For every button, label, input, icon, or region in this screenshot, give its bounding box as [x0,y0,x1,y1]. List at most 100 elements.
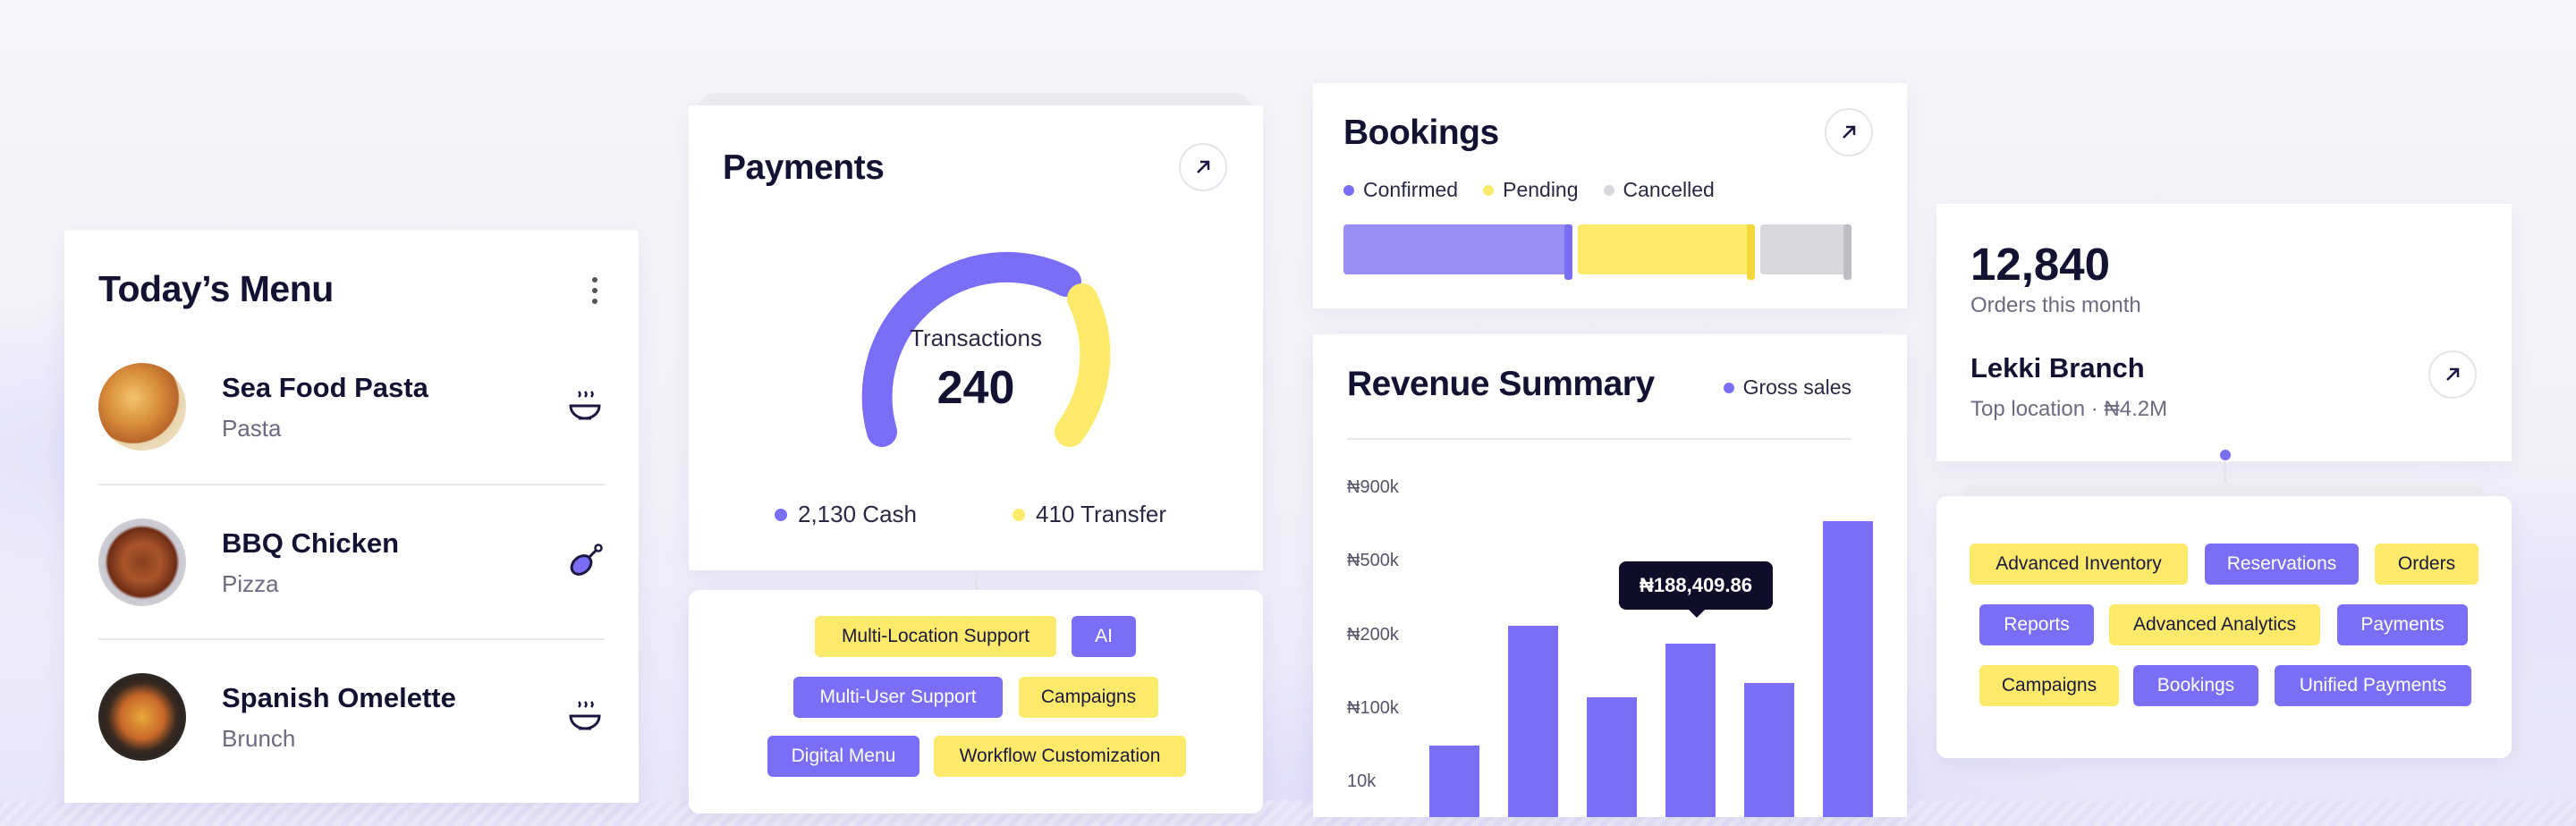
divider [98,638,605,640]
legend-label: Confirmed [1363,178,1459,201]
legend-label: 2,130 Cash [798,501,917,527]
sea-food-pasta-image [98,363,186,451]
y-tick-label: ₦100k [1347,698,1399,718]
y-tick-label: ₦900k [1347,477,1399,497]
connector-line [975,570,978,590]
legend-cash: 2,130 Cash [775,501,917,528]
bookings-card: Bookings Confirmed Pending Cancelled [1313,83,1907,308]
legend-cancelled: Cancelled [1603,178,1715,202]
menu-item-spanish-omelette[interactable]: Spanish Omelette Brunch [98,639,605,794]
chip-digital-menu[interactable]: Digital Menu [767,736,919,777]
menu-item-category: Pasta [222,415,282,442]
arrow-up-right-icon [2446,367,2460,381]
gauge-cash-arc [861,251,1081,447]
bookings-open-button[interactable] [1825,108,1873,156]
legend-dot [1343,184,1354,196]
features-right-card: Advanced Inventory Reservations Orders R… [1936,496,2512,758]
gauge-label: Transactions [910,324,1042,351]
branch-name: Lekki Branch [1970,352,2145,384]
orders-label: Orders this month [1970,293,2141,317]
chip-reports[interactable]: Reports [1979,604,2094,645]
y-tick-label: ₦500k [1347,551,1399,570]
legend-dot [1603,184,1614,196]
gauge-value: 240 [936,362,1015,414]
legend-dot [1013,508,1025,521]
bar-handle [1564,224,1572,280]
chip-bookings[interactable]: Bookings [2133,665,2258,706]
revenue-bar[interactable] [1508,626,1558,817]
legend-dot [1723,382,1734,393]
revenue-legend: Gross sales [1723,375,1852,400]
tooltip-pointer [1687,608,1707,618]
legend-label: Cancelled [1623,178,1715,201]
orders-value: 12,840 [1970,239,2110,290]
menu-title: Today’s Menu [98,268,334,309]
branch-subtitle: Top location · ₦4.2M [1970,397,2168,421]
menu-item-sea-food-pasta[interactable]: Sea Food Pasta Pasta [98,329,605,484]
menu-item-category: Pizza [222,570,279,597]
chip-campaigns[interactable]: Campaigns [1979,665,2119,706]
legend-dot [775,508,787,521]
bowl-icon [569,391,601,420]
orders-card: 12,840 Orders this month Lekki Branch To… [1936,204,2512,461]
chip-ai[interactable]: AI [1072,616,1136,657]
menu-item-name: Spanish Omelette [222,682,456,713]
legend-pending: Pending [1483,178,1579,202]
menu-item-category: Brunch [222,725,296,752]
revenue-title: Revenue Summary [1347,365,1655,403]
menu-card: Today’s Menu Sea Food Pasta Pasta BBQ Ch… [64,231,639,803]
bar-confirmed [1343,224,1572,274]
payments-title: Payments [723,148,885,187]
revenue-bar[interactable] [1429,746,1479,817]
bottom-strip [0,800,2576,826]
legend-label: Gross sales [1742,375,1852,399]
chip-unified-payments[interactable]: Unified Payments [2275,665,2471,706]
chip-orders[interactable]: Orders [2375,544,2479,585]
branch-open-button[interactable] [2428,350,2477,399]
bar-handle [1747,224,1755,280]
arrow-up-right-icon [1197,160,1210,173]
revenue-bar[interactable] [1744,683,1794,817]
divider [98,484,605,485]
chicken-leg-icon [570,544,603,576]
chip-payments[interactable]: Payments [2337,604,2468,645]
revenue-card: Revenue Summary Gross sales ₦900k ₦500k ₦2… [1313,334,1907,817]
chip-multi-user-support[interactable]: Multi-User Support [793,677,1003,718]
gauge-transfer-arc [1055,283,1111,447]
features-left-card: Multi-Location Support AI Multi-User Sup… [689,590,1263,813]
menu-item-name: BBQ Chicken [222,527,400,559]
spanish-omelette-image [98,673,186,761]
menu-item-name: Sea Food Pasta [222,372,428,403]
more-options-icon[interactable] [590,277,599,304]
chip-reservations[interactable]: Reservations [2205,544,2359,585]
y-tick-label: 10k [1347,771,1377,791]
bar-handle [1843,224,1852,280]
menu-item-bbq-chicken[interactable]: BBQ Chicken Pizza [98,485,605,639]
bowl-icon [569,701,601,730]
revenue-bar[interactable] [1665,644,1716,817]
chip-workflow-customization[interactable]: Workflow Customization [934,736,1186,777]
chip-campaigns[interactable]: Campaigns [1019,677,1158,718]
y-tick-label: ₦200k [1347,625,1399,645]
bar-pending [1578,224,1755,274]
bookings-bar [1343,224,1875,280]
bookings-title: Bookings [1343,114,1499,152]
legend-transfer: 410 Transfer [1013,501,1166,528]
chip-advanced-inventory[interactable]: Advanced Inventory [1970,544,2188,585]
payments-gauge [861,251,1111,447]
legend-label: Pending [1503,178,1579,201]
bookings-legend: Confirmed Pending Cancelled [1343,178,1715,202]
bar-cancelled [1760,224,1850,274]
revenue-bar[interactable] [1823,521,1873,817]
chart-tooltip: ₦188,409.86 [1619,561,1773,610]
divider [1347,438,1852,440]
bbq-chicken-image [98,518,186,606]
connector-line [2224,461,2226,497]
legend-confirmed: Confirmed [1343,178,1458,202]
chip-advanced-analytics[interactable]: Advanced Analytics [2109,604,2320,645]
legend-label: 410 Transfer [1036,501,1166,527]
chip-multi-location-support[interactable]: Multi-Location Support [815,616,1056,657]
revenue-bar[interactable] [1587,697,1637,817]
payments-open-button[interactable] [1179,143,1227,191]
payments-card: Payments Transactions 240 2,130 Cash 410… [689,105,1263,570]
